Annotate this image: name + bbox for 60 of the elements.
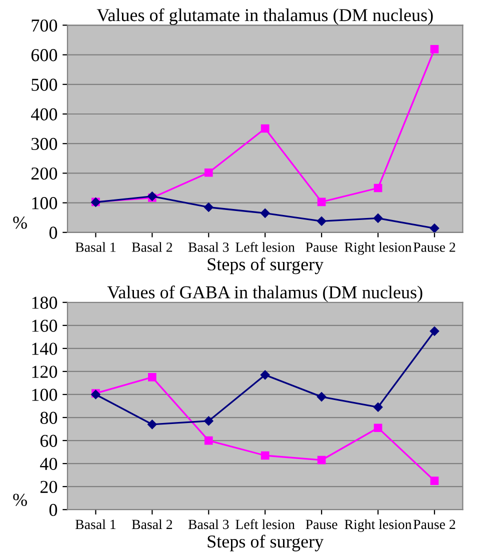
point [204,436,213,445]
y-tick-label: 400 [31,108,58,120]
y-tick-label: 160 [32,320,58,332]
x-axis-title: Steps of surgery [208,258,324,274]
point [373,214,383,223]
y-tick-label: 20 [40,480,58,494]
point [316,216,326,226]
point [430,326,440,336]
point [148,420,157,430]
x-tick-label: Basal 1 [75,242,116,252]
x-tick-label: Basal 1 [75,519,116,530]
point [260,124,270,133]
point [204,416,214,426]
point [148,373,156,382]
x-tick-label: Pause 2 [413,242,456,252]
chart-title: Values of glutamate in thalamus (DM nucleus) [96,8,433,25]
x-tick-label: Right lesion [344,519,412,532]
point [373,402,383,412]
point [430,45,439,54]
y-tick-label: 500 [32,78,58,91]
y-tick-label: 120 [32,366,58,378]
point [430,476,439,485]
y-tick-label: 80 [40,412,58,424]
x-tick-label: Pause 2 [413,520,456,530]
chart-title: Values of GABA in thalamus (DM nucleus) [107,286,422,302]
x-tick-label: Pause [306,242,338,252]
point [204,202,214,212]
y-tick-label: 0 [49,504,58,516]
point [260,370,270,380]
y-tick-label: 100 [32,197,58,210]
y-tick-label: 600 [31,49,58,62]
x-tick-label: Pause [306,520,338,530]
point [374,184,382,192]
point [317,198,326,206]
point [260,451,270,460]
x-axis-title: Steps of surgery [208,534,324,552]
point [430,224,440,232]
x-tick-label: Left lesion [236,519,295,530]
point [316,392,326,402]
y-tick-label: 0 [49,226,58,239]
y-tick-label: 180 [32,296,58,309]
y-tick-label: 40 [40,458,58,470]
y-tick-label: 300 [32,138,58,150]
x-tick-label: Basal 2 [132,519,172,530]
x-tick-label: Basal 3 [188,519,229,530]
x-tick-label: Left lesion [236,242,295,252]
y-axis-title: % [13,494,27,506]
point [374,424,382,432]
y-tick-label: 100 [32,388,58,401]
point [204,168,213,177]
x-tick-label: Right lesion [344,242,412,255]
y-tick-label: 140 [32,342,58,355]
y-tick-label: 700 [32,19,58,32]
point [317,456,326,464]
point [260,208,270,218]
y-axis-title: % [13,216,27,229]
y-tick-label: 200 [31,167,58,180]
x-tick-label: Basal 3 [188,242,229,252]
y-tick-label: 60 [40,434,58,447]
x-tick-label: Basal 2 [132,242,172,252]
